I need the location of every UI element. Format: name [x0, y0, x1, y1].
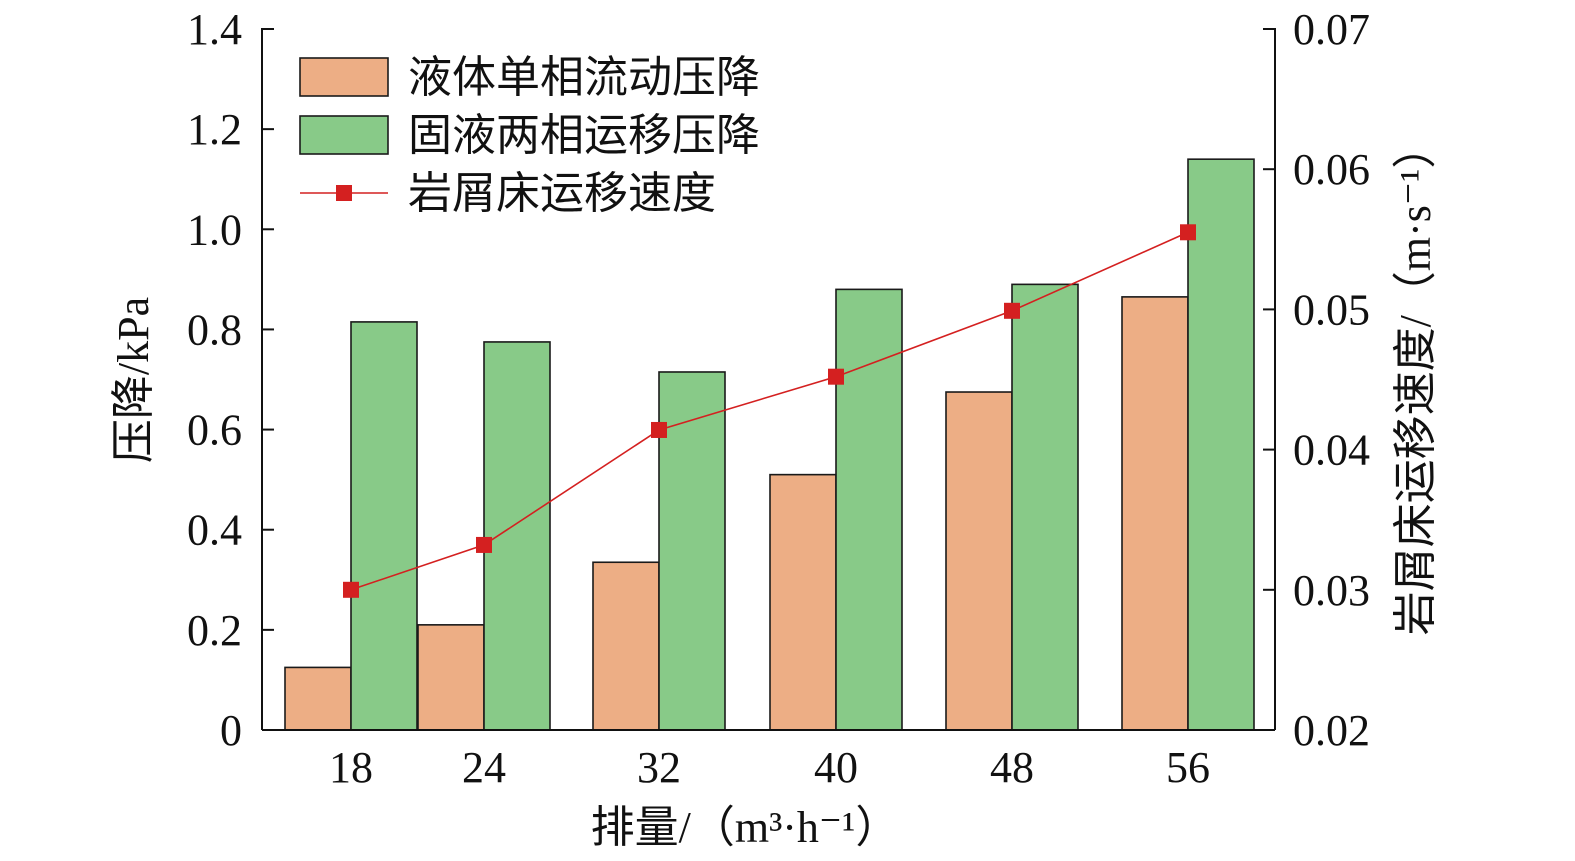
legend-swatch: [299, 57, 389, 97]
bar-solid-liquid-18: [350, 321, 418, 731]
speed-line-layer: [343, 224, 1196, 598]
axes-layer: 0 0.2 0.4 0.6 0.8 1.0 1.2 1.4 0.02 0.03 0.04 0.05 0.…: [187, 5, 1370, 792]
bar-liquid-32: [592, 561, 660, 731]
y2-axis-title: 岩屑床运移速度/（m·s⁻¹）: [1391, 125, 1440, 636]
x-tick-label: 40: [814, 743, 858, 792]
bar-solid-liquid-40: [835, 288, 903, 731]
y-tick-label: 0.4: [187, 506, 242, 555]
y2-tick-label: 0.07: [1293, 5, 1370, 54]
speed-marker-18: [343, 581, 359, 598]
speed-marker-24: [476, 536, 492, 553]
x-tick-label: 24: [462, 743, 506, 792]
bar-solid-liquid-48: [1011, 283, 1079, 731]
y2-tick-label: 0.02: [1293, 706, 1370, 755]
bar-liquid-56: [1121, 296, 1189, 731]
y-tick-label: 0: [220, 706, 242, 755]
y-tick-label: 1.2: [187, 105, 242, 154]
legend-label: 岩屑床运移速度: [408, 169, 716, 218]
speed-marker-32: [651, 421, 667, 438]
y-tick-label: 0.2: [187, 606, 242, 655]
bar-liquid-24: [417, 624, 485, 731]
speed-line: [350, 231, 1189, 591]
bar-liquid-48: [945, 391, 1013, 731]
legend-swatch: [299, 115, 389, 155]
bar-solid-liquid-24: [483, 341, 551, 731]
x-axis-title: 排量/（m³·h⁻¹）: [591, 803, 900, 852]
speed-marker-56: [1180, 224, 1196, 241]
y2-tick-label: 0.04: [1293, 426, 1370, 475]
bars-layer: [284, 158, 1255, 731]
speed-marker-40: [828, 368, 844, 385]
y2-tick-label: 0.05: [1293, 285, 1370, 334]
x-tick-label: 56: [1166, 743, 1210, 792]
y2-tick-label: 0.06: [1293, 145, 1370, 194]
x-tick-label: 32: [637, 743, 681, 792]
y-tick-label: 1.0: [187, 205, 242, 254]
y-tick-label: 0.6: [187, 406, 242, 455]
x-tick-label: 18: [329, 743, 373, 792]
y-tick-label: 1.4: [187, 5, 242, 54]
y2-tick-label: 0.03: [1293, 566, 1370, 615]
speed-marker-48: [1004, 302, 1020, 319]
bar-solid-liquid-32: [658, 371, 726, 731]
y-tick-label: 0.8: [187, 305, 242, 354]
bar-liquid-40: [769, 473, 837, 731]
x-tick-label: 48: [990, 743, 1034, 792]
bar-solid-liquid-56: [1187, 158, 1255, 731]
legend-label: 液体单相流动压降: [408, 53, 760, 102]
legend-marker: [336, 185, 352, 201]
bar-liquid-18: [284, 666, 352, 731]
y-axis-title: 压降/kPa: [109, 297, 158, 463]
legend-label: 固液两相运移压降: [408, 111, 760, 160]
